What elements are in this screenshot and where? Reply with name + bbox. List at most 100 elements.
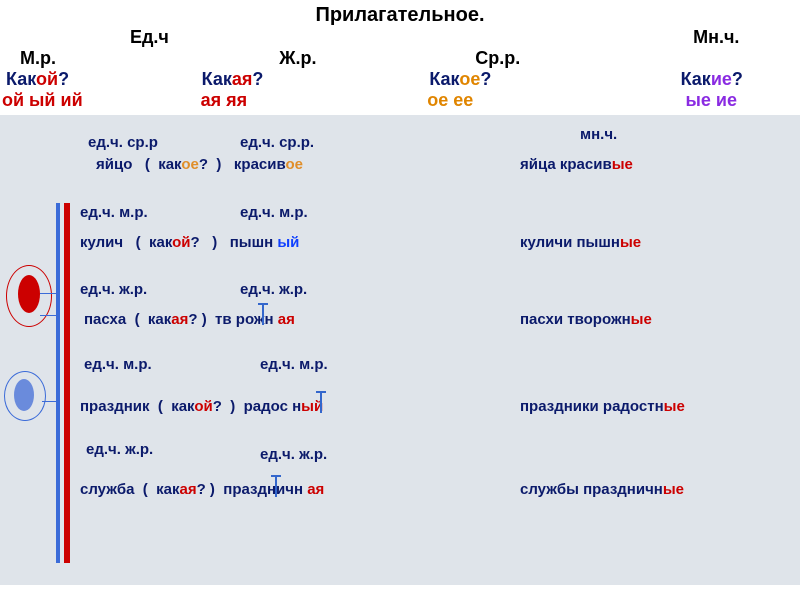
plural-label: Мн.ч. bbox=[633, 27, 800, 48]
sh-left1: ед.ч. ср.р bbox=[88, 133, 158, 153]
q-m: Какой? bbox=[0, 69, 174, 90]
row0-noun: яйцо bbox=[96, 156, 132, 173]
end-pl: ые ие bbox=[623, 90, 800, 111]
row2-qend: ая bbox=[171, 311, 188, 328]
q-n-end: ое bbox=[459, 69, 480, 89]
row3-noun: праздник bbox=[80, 398, 150, 415]
header-area: Прилагательное. Ед.ч Мн.ч. М.р. Ж.р. Ср.… bbox=[0, 0, 800, 111]
row2-adjend: ая bbox=[278, 311, 295, 328]
q-f-end: ая bbox=[232, 69, 253, 89]
row3-qstem: как bbox=[171, 398, 194, 415]
sh-right: мн.ч. bbox=[580, 125, 617, 145]
row3-qmark: ? bbox=[213, 398, 222, 415]
row4-adjstem: праздничн bbox=[223, 481, 303, 498]
question-row: Какой? Какая? Какое? Какие? bbox=[0, 69, 800, 90]
row2-plstem: пасхи творожн bbox=[520, 311, 631, 328]
row2-plend: ые bbox=[631, 311, 652, 328]
row4-plend: ые bbox=[663, 481, 684, 498]
tick-3t bbox=[271, 475, 281, 477]
row0-qstem: как bbox=[158, 156, 181, 173]
singular-label: Ед.ч bbox=[0, 27, 633, 48]
row1-tag2: ед.ч. м.р. bbox=[240, 203, 308, 223]
row2-plural: пасхи творожные bbox=[520, 310, 652, 330]
row2-noun: пасха bbox=[84, 311, 126, 328]
tick-2t bbox=[316, 391, 326, 393]
row0-adjend: ое bbox=[286, 156, 304, 173]
row0-plural: яйца красивые bbox=[520, 155, 633, 175]
q-f: Какая? bbox=[174, 69, 370, 90]
row4-adjend: ая bbox=[307, 481, 324, 498]
row4-qend: ая bbox=[179, 481, 196, 498]
row0-plend: ые bbox=[612, 156, 633, 173]
tick-1v bbox=[262, 305, 264, 325]
vline-blue bbox=[56, 203, 60, 563]
row4-plural: службы праздничные bbox=[520, 480, 684, 500]
row0-qmark: ? bbox=[199, 156, 208, 173]
end-n: ое ее bbox=[369, 90, 622, 111]
main-title: Прилагательное. bbox=[0, 4, 800, 27]
row2-adjstem: тв рожн bbox=[215, 311, 274, 328]
row1-plend: ые bbox=[620, 234, 641, 251]
tick-1t bbox=[258, 303, 268, 305]
row1-adjstem: пышн bbox=[230, 234, 273, 251]
row3-plstem: праздники радостн bbox=[520, 398, 664, 415]
row3-plend: ые bbox=[664, 398, 685, 415]
row3-adjstem: радос н bbox=[244, 398, 302, 415]
number-row: Ед.ч Мн.ч. bbox=[0, 27, 800, 48]
q-n: Какое? bbox=[369, 69, 623, 90]
row1-qmark: ? bbox=[191, 234, 200, 251]
row2-tag1: ед.ч. ж.р. bbox=[80, 280, 147, 300]
sh-left2: ед.ч. ср.р. bbox=[240, 133, 314, 153]
endings-row: ой ый ий ая яя ое ее ые ие bbox=[0, 90, 800, 111]
row3-left: праздник ( какой? ) радос ный bbox=[80, 397, 323, 417]
end-m: ой ый ий bbox=[0, 90, 171, 111]
row4-plstem: службы праздничн bbox=[520, 481, 663, 498]
row2-tag2: ед.ч. ж.р. bbox=[240, 280, 307, 300]
row1-tag1: ед.ч. м.р. bbox=[80, 203, 148, 223]
tick-2v bbox=[320, 393, 322, 413]
connector-1 bbox=[40, 293, 58, 294]
row2-qmark: ? bbox=[188, 311, 197, 328]
q-pl-mark: ? bbox=[732, 69, 743, 89]
row1-adjend: ый bbox=[277, 234, 299, 251]
row4-tag2: ед.ч. ж.р. bbox=[260, 445, 327, 465]
ellipse-blue-fill bbox=[14, 379, 34, 411]
gender-m: М.р. bbox=[0, 48, 205, 69]
row1-noun: кулич bbox=[80, 234, 123, 251]
row1-left: кулич ( какой? ) пышн ый bbox=[80, 233, 299, 253]
q-n-mark: ? bbox=[480, 69, 491, 89]
row4-left: служба ( какая? ) праздничн ая bbox=[80, 480, 324, 500]
row1-qend: ой bbox=[172, 234, 190, 251]
gender-n: Ср.р. bbox=[391, 48, 606, 69]
q-pl: Какие? bbox=[624, 69, 800, 90]
end-f: ая яя bbox=[171, 90, 370, 111]
q-m-mark: ? bbox=[58, 69, 69, 89]
gender-pl bbox=[605, 48, 800, 69]
row4-noun: служба bbox=[80, 481, 134, 498]
q-pl-stem: Как bbox=[681, 69, 711, 89]
row3-tag1: ед.ч. м.р. bbox=[84, 355, 152, 375]
q-f-stem: Как bbox=[202, 69, 232, 89]
row4-qstem: как bbox=[156, 481, 179, 498]
ellipse-red-fill bbox=[18, 275, 40, 313]
row4-qmark: ? bbox=[197, 481, 206, 498]
row0-plstem: яйца красив bbox=[520, 156, 612, 173]
row1-plural: куличи пышные bbox=[520, 233, 641, 253]
vline-red bbox=[64, 203, 70, 563]
row4-tag1: ед.ч. ж.р. bbox=[86, 440, 153, 460]
row3-plural: праздники радостные bbox=[520, 397, 685, 417]
row0-qend: ое bbox=[181, 156, 199, 173]
row0-left: яйцо ( какое? ) красивое bbox=[96, 155, 303, 175]
gender-f: Ж.р. bbox=[205, 48, 390, 69]
tick-3v bbox=[275, 477, 277, 497]
q-pl-end: ие bbox=[711, 69, 732, 89]
connector-2 bbox=[40, 315, 58, 316]
row2-qstem: как bbox=[148, 311, 171, 328]
gender-row: М.р. Ж.р. Ср.р. bbox=[0, 48, 800, 69]
q-f-mark: ? bbox=[252, 69, 263, 89]
row3-tag2: ед.ч. м.р. bbox=[260, 355, 328, 375]
q-m-stem: Как bbox=[6, 69, 36, 89]
row1-qstem: как bbox=[149, 234, 172, 251]
connector-3 bbox=[42, 401, 58, 402]
q-n-stem: Как bbox=[429, 69, 459, 89]
